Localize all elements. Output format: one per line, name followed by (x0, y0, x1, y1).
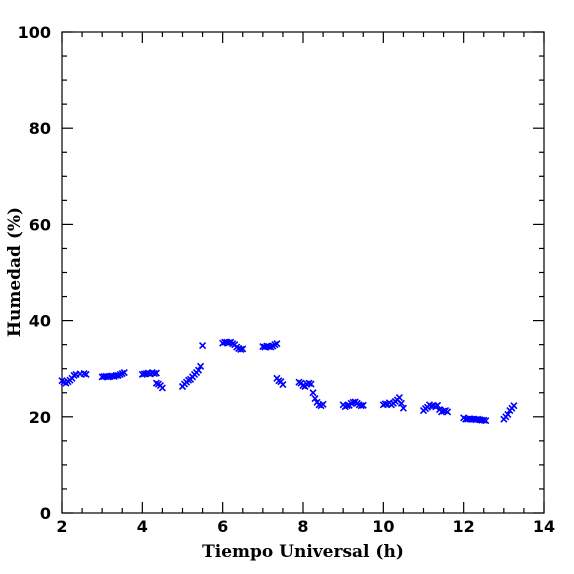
data-point (309, 389, 317, 397)
data-point (319, 400, 327, 408)
data-point (397, 399, 405, 407)
data-point (343, 402, 351, 410)
data-point (433, 401, 442, 409)
data-point (482, 417, 490, 425)
data-point (395, 393, 403, 402)
data-point (357, 402, 365, 410)
data-point (197, 362, 205, 370)
x-tick-label: 4 (137, 517, 148, 536)
y-tick-label: 20 (29, 408, 51, 427)
x-tick-label: 8 (297, 517, 308, 536)
data-point (311, 394, 319, 403)
x-tick-label: 10 (372, 517, 394, 536)
y-tick-label: 80 (29, 119, 51, 138)
y-tick-label: 0 (40, 504, 51, 523)
data-point (480, 416, 488, 424)
data-point (359, 401, 367, 409)
axis-tick-labels: 2 4 6 8 10 12 14 0 20 40 60 80 100 (18, 23, 556, 536)
data-point (158, 384, 166, 392)
y-axis-label: Humedad (%) (5, 207, 25, 337)
x-tick-label: 12 (453, 517, 475, 536)
data-point (444, 408, 452, 416)
y-tick-label: 60 (29, 215, 51, 234)
data-point (237, 345, 245, 354)
x-axis-label: Tiempo Universal (h) (202, 542, 404, 562)
x-tick-label: 2 (56, 517, 67, 536)
data-point (307, 380, 315, 388)
data-point (239, 345, 247, 353)
y-tick-label: 40 (29, 312, 51, 331)
data-points (58, 338, 518, 425)
x-tick-label: 14 (533, 517, 555, 536)
data-point (120, 368, 128, 377)
x-tick-label: 6 (217, 517, 228, 536)
axis-ticks (61, 31, 545, 514)
data-point (510, 402, 518, 410)
data-point (195, 366, 203, 374)
data-point (150, 369, 158, 378)
data-point (399, 404, 407, 412)
data-point (199, 342, 207, 350)
data-point (152, 369, 160, 377)
data-point (273, 340, 281, 348)
y-tick-label: 100 (18, 23, 51, 42)
data-point (504, 410, 512, 418)
data-point (82, 370, 90, 379)
plot-frame (61, 31, 545, 514)
data-point (279, 381, 287, 389)
